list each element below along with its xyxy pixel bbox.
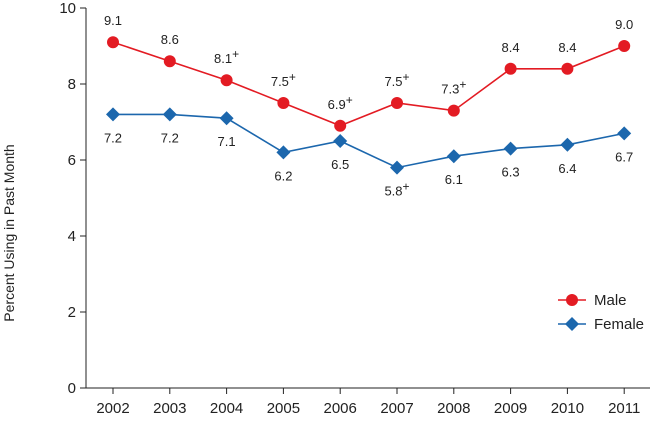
legend-item-male: Male [558, 292, 627, 309]
x-tick-label: 2010 [551, 400, 584, 417]
male-data-label: 7.3+ [441, 78, 466, 97]
female-data-label: 6.2 [274, 168, 292, 183]
legend-marker [565, 317, 579, 331]
female-data-label: 7.1 [218, 134, 236, 149]
y-axis-title: Percent Using in Past Month [1, 144, 17, 321]
significance-marker: + [289, 70, 296, 84]
female-data-label-value: 6.1 [445, 172, 463, 187]
male-data-label-value: 8.6 [161, 32, 179, 47]
female-point [106, 107, 120, 122]
x-tick-label: 2009 [494, 400, 527, 417]
x-tick-label: 2008 [437, 400, 470, 417]
male-data-label-value: 7.5 [384, 74, 402, 89]
male-series: 9.18.68.1+7.5+6.9+7.5+7.3+8.4 8.49.0 [104, 13, 633, 132]
female-data-label-value: 5.8 [384, 184, 402, 199]
x-tick-label: 2002 [96, 400, 129, 417]
female-data-label: 5.8+ [384, 180, 409, 199]
male-data-label: 9.0 [615, 17, 633, 32]
y-tick-label: 0 [68, 380, 76, 397]
significance-marker: + [403, 70, 410, 84]
female-data-label-value: 6.5 [331, 157, 349, 172]
significance-marker: + [232, 47, 239, 61]
male-point [334, 119, 347, 132]
x-tick-label: 2004 [210, 400, 243, 417]
x-tick-label: 2005 [267, 400, 300, 417]
female-point [162, 107, 177, 122]
male-data-label: 8.1+ [214, 47, 239, 66]
female-data-label-value: 6.4 [558, 161, 576, 176]
female-data-label-value: 6.3 [502, 165, 520, 180]
male-data-label: 6.9+ [328, 93, 353, 112]
significance-marker: + [459, 78, 466, 92]
male-data-label-value: 9.1 [104, 13, 122, 28]
male-point [447, 104, 460, 117]
male-line [112, 41, 625, 127]
female-data-label: 6.4 [558, 161, 576, 176]
male-data-label-value: 7.3 [441, 82, 459, 97]
x-tick-label: 2007 [380, 400, 413, 417]
female-data-label: 7.2 [161, 130, 179, 145]
female-point [219, 111, 234, 126]
male-data-label: 9.1 [104, 13, 122, 28]
significance-marker: + [346, 93, 353, 107]
legend-label: Male [594, 292, 627, 309]
x-tick-label: 2003 [153, 400, 186, 417]
y-tick-label: 8 [68, 76, 76, 93]
male-data-label-value: 7.5 [271, 74, 289, 89]
female-point [617, 126, 632, 141]
male-data-label: 8.4 [502, 40, 520, 55]
female-point [446, 149, 461, 164]
male-point [163, 55, 176, 68]
male-data-label: 7.5+ [384, 70, 409, 89]
female-data-label-value: 6.2 [274, 168, 292, 183]
x-axis: 2002 2003 2004 2005 2006 2007 2008 2009 2010 2011 [96, 388, 640, 417]
significance-marker: + [403, 180, 410, 194]
female-data-label-value: 6.7 [615, 149, 633, 164]
female-data-label: 6.7 [615, 149, 633, 164]
male-data-label-value: 6.9 [328, 97, 346, 112]
series-layer: 9.18.68.1+7.5+6.9+7.5+7.3+8.4 8.49.07.2 7.… [104, 13, 633, 198]
male-point [391, 97, 403, 109]
male-point [504, 62, 517, 75]
female-data-label: 6.3 [502, 165, 520, 180]
male-data-label-value: 8.4 [558, 40, 576, 55]
female-data-label-value: 7.1 [218, 134, 236, 149]
female-point [276, 145, 291, 160]
male-data-label-value: 9.0 [615, 17, 633, 32]
y-tick-label: 2 [68, 304, 76, 321]
male-data-label-value: 8.1 [214, 51, 232, 66]
y-tick-label: 10 [59, 0, 76, 17]
male-point [220, 74, 233, 87]
female-data-label: 6.5 [331, 157, 349, 172]
female-point [560, 137, 575, 152]
female-series: 7.2 7.2 7.16.26.55.8+ 6.16.3 6.46.7 [104, 107, 633, 199]
y-axis: 0 2 4 6 8 10 [59, 0, 86, 397]
male-point [277, 97, 290, 109]
male-data-label-value: 8.4 [502, 40, 520, 55]
x-tick-label: 2011 [608, 400, 640, 417]
x-tick-label: 2006 [324, 400, 357, 417]
legend: Male Female [558, 292, 644, 333]
female-point [390, 160, 404, 175]
female-data-label: 6.1 [445, 172, 463, 187]
female-data-label: 7.2 [104, 130, 122, 145]
legend-label: Female [594, 316, 644, 333]
male-data-label: 8.6 [161, 32, 179, 47]
male-data-label: 7.5+ [271, 70, 296, 89]
legend-marker [566, 294, 578, 306]
legend-item-female: Female [558, 316, 644, 333]
male-data-label: 8.4 [558, 40, 576, 55]
male-point [618, 40, 631, 52]
y-tick-label: 4 [68, 228, 76, 245]
male-point [561, 62, 574, 75]
female-line [113, 113, 625, 169]
female-point [503, 141, 518, 156]
female-data-label-value: 7.2 [104, 130, 122, 145]
male-point [107, 36, 119, 49]
y-tick-label: 6 [68, 152, 76, 169]
female-point [333, 134, 348, 148]
female-data-label-value: 7.2 [161, 130, 179, 145]
